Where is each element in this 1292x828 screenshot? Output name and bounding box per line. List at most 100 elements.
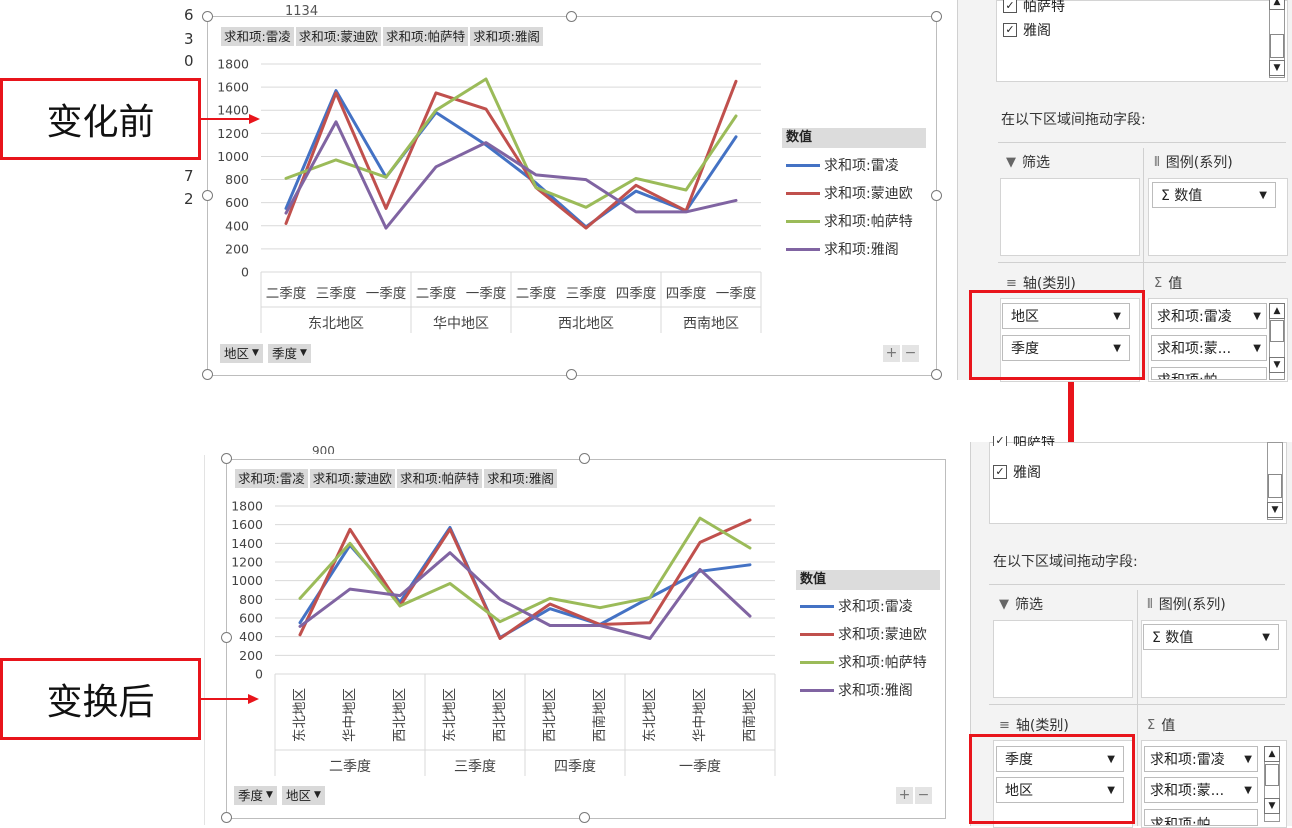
axis-button-quarter[interactable]: 季度 ▼: [267, 344, 311, 363]
field-checkbox-accord[interactable]: ✓ 雅阁: [993, 462, 1041, 482]
checkbox[interactable]: ✓: [993, 436, 1007, 446]
axis-field-quarter[interactable]: 季度 ▼: [996, 746, 1124, 772]
expand-button[interactable]: +: [896, 787, 913, 804]
field-button-mondeo[interactable]: 求和项:蒙迪欧: [295, 27, 381, 46]
filter-zone[interactable]: [1000, 178, 1140, 256]
x-tick-label: 三季度: [566, 286, 607, 302]
resize-handle[interactable]: [566, 369, 577, 380]
series-line: [284, 89, 738, 229]
resize-handle[interactable]: [202, 369, 213, 380]
legend-field-dropdown[interactable]: Σ 数值 ▼: [1152, 182, 1276, 208]
checkbox-label: 雅阁: [1023, 23, 1051, 39]
sigma-icon: Σ: [1147, 717, 1156, 733]
pivot-chart-after[interactable]: [226, 459, 946, 819]
scroll-up-button[interactable]: ▲: [1269, 303, 1285, 319]
axis-button-quarter[interactable]: 季度 ▼: [234, 786, 277, 805]
series-line: [284, 77, 738, 209]
group-label: 四季度: [554, 759, 596, 775]
filter-zone[interactable]: [993, 620, 1133, 698]
filter-zone-label: ▼ 筛选: [999, 594, 1043, 614]
field-button-passat[interactable]: 求和项:帕萨特: [382, 27, 469, 46]
collapse-button[interactable]: −: [902, 345, 919, 362]
legend-label: 求和项:蒙迪欧: [824, 186, 913, 202]
zone-label-text: 图例(系列): [1165, 155, 1233, 171]
value-field-dropdown[interactable]: 求和项:帕...: [1144, 809, 1258, 826]
zone-divider: [989, 704, 1285, 705]
checkbox[interactable]: ✓: [1003, 23, 1017, 37]
field-button-accord[interactable]: 求和项:雅阁: [470, 27, 543, 46]
scroll-down-button[interactable]: ▼: [1264, 798, 1280, 814]
row-number: 3: [184, 30, 194, 48]
resize-handle[interactable]: [566, 11, 577, 22]
resize-handle[interactable]: [931, 190, 942, 201]
field-checkbox-passat[interactable]: ✓ 帕萨特: [1003, 0, 1065, 16]
y-tick-label: 400: [225, 218, 249, 233]
field-button-leiling[interactable]: 求和项:雷凌: [221, 27, 294, 46]
axis-field-region[interactable]: 地区 ▼: [1002, 303, 1130, 329]
dropdown-arrow-icon: ▼: [1113, 342, 1121, 354]
value-field-dropdown[interactable]: 求和项:蒙... ▼: [1151, 335, 1267, 361]
resize-handle[interactable]: [931, 369, 942, 380]
axis-field-quarter[interactable]: 季度 ▼: [1002, 335, 1130, 361]
axis-button-region[interactable]: 地区 ▼: [220, 344, 263, 363]
scroll-down-button[interactable]: ▼: [1267, 502, 1283, 518]
x-tick-label: 西北地区: [392, 688, 408, 742]
x-tick-label: 一季度: [366, 286, 407, 302]
row-number: 2: [184, 190, 194, 208]
legend-field-dropdown[interactable]: Σ 数值 ▼: [1143, 624, 1279, 650]
resize-handle[interactable]: [221, 453, 232, 464]
field-button-passat[interactable]: 求和项:帕萨特: [396, 469, 483, 488]
scroll-down-button[interactable]: ▼: [1269, 357, 1285, 373]
scroll-up-button[interactable]: ▲: [1269, 0, 1285, 10]
checkbox[interactable]: ✓: [1003, 0, 1017, 13]
y-tick-label: 1200: [217, 126, 249, 141]
zone-divider: [998, 262, 1286, 263]
value-field-buttons: 求和项:雷凌 求和项:蒙迪欧 求和项:帕萨特 求和项:雅阁: [221, 27, 543, 46]
zone-label-text: 筛选: [1015, 597, 1043, 613]
resize-handle[interactable]: [579, 812, 590, 823]
y-tick-label: 1600: [217, 80, 249, 95]
scroll-thumb[interactable]: [1268, 474, 1282, 498]
axis-field-region[interactable]: 地区 ▼: [996, 777, 1124, 803]
axis-button-region[interactable]: 地区 ▼: [281, 786, 325, 805]
y-tick-label: 1200: [231, 555, 263, 570]
y-tick-label: 200: [239, 648, 263, 663]
value-field-dropdown[interactable]: 求和项:雷凌 ▼: [1151, 303, 1267, 329]
scroll-thumb[interactable]: [1270, 320, 1284, 342]
expand-button[interactable]: +: [883, 345, 900, 362]
resize-handle[interactable]: [202, 190, 213, 201]
group-label: 华中地区: [433, 316, 489, 332]
scroll-up-button[interactable]: ▲: [1264, 746, 1280, 762]
legend-item: 求和项:蒙迪欧: [786, 183, 913, 203]
field-button-mondeo[interactable]: 求和项:蒙迪欧: [309, 469, 395, 488]
collapse-button[interactable]: −: [915, 787, 932, 804]
pivot-chart-before[interactable]: [207, 16, 937, 376]
legend-swatch: [800, 660, 834, 664]
field-button-leiling[interactable]: 求和项:雷凌: [235, 469, 308, 488]
value-field-dropdown[interactable]: 求和项:雷凌 ▼: [1144, 746, 1258, 772]
resize-handle[interactable]: [221, 812, 232, 823]
field-checkbox-passat[interactable]: ✓ 帕萨特: [993, 436, 1055, 446]
axis-button-label: 季度: [271, 346, 297, 361]
scroll-thumb[interactable]: [1265, 764, 1279, 786]
value-field-dropdown[interactable]: 求和项:蒙... ▼: [1144, 777, 1258, 803]
sigma-icon: Σ: [1154, 275, 1163, 291]
resize-handle[interactable]: [931, 11, 942, 22]
resize-handle[interactable]: [579, 453, 590, 464]
scroll-down-button[interactable]: ▼: [1269, 60, 1285, 76]
y-tick-label: 0: [241, 265, 249, 280]
axis-button-label: 地区: [285, 788, 311, 803]
value-field-dropdown[interactable]: 求和项:帕...: [1151, 367, 1267, 380]
x-tick-label: 东北地区: [642, 688, 658, 742]
dropdown-value: 地区: [1005, 783, 1033, 799]
resize-handle[interactable]: [221, 632, 232, 643]
field-button-accord[interactable]: 求和项:雅阁: [484, 469, 557, 488]
sheet-column-edge: [204, 455, 205, 825]
legend-item: 求和项:雷凌: [786, 155, 899, 175]
checkbox[interactable]: ✓: [993, 465, 1007, 479]
field-checkbox-accord[interactable]: ✓ 雅阁: [1003, 20, 1051, 40]
dropdown-value: 求和项:帕...: [1150, 816, 1225, 826]
scroll-thumb[interactable]: [1270, 34, 1284, 58]
resize-handle[interactable]: [202, 11, 213, 22]
